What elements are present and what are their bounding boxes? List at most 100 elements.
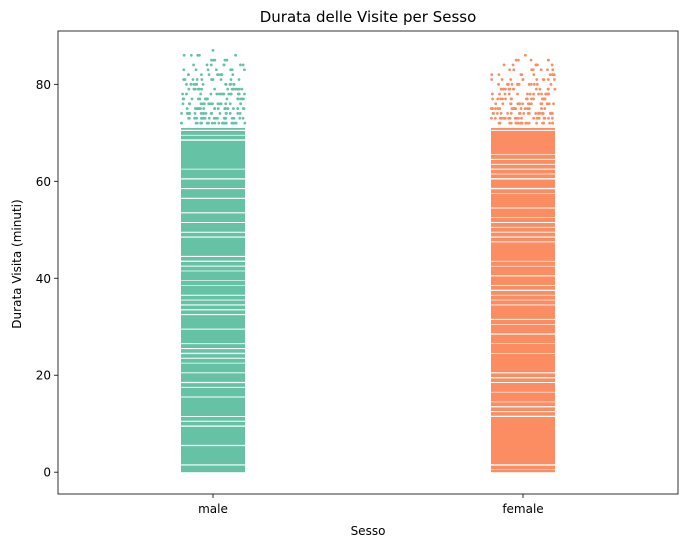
- y-tick-label: 60: [36, 175, 51, 189]
- data-point: [552, 78, 556, 81]
- data-point: [234, 87, 238, 91]
- data-point: [192, 63, 195, 67]
- data-point: [504, 87, 507, 91]
- data-point: [532, 116, 536, 120]
- data-point: [529, 58, 533, 62]
- data-point: [209, 92, 213, 96]
- data-point: [500, 78, 504, 81]
- data-point: [509, 78, 513, 81]
- data-point: [547, 102, 551, 106]
- data-point: [207, 121, 210, 125]
- data-point: [549, 82, 553, 86]
- data-point: [503, 92, 507, 96]
- data-point-max: [211, 48, 215, 52]
- y-axis-label: Durata Visita (minuti): [10, 199, 24, 328]
- data-point: [210, 121, 214, 125]
- data-point: [241, 116, 245, 120]
- data-point: [507, 87, 511, 91]
- data-point: [517, 121, 520, 125]
- data-point: [541, 97, 545, 101]
- data-point: [542, 116, 546, 120]
- data-point: [494, 102, 498, 106]
- data-point: [498, 121, 501, 125]
- y-axis: 0 20 40 60 80: [36, 78, 58, 480]
- data-point: [240, 97, 244, 101]
- data-point: [237, 87, 241, 91]
- data-point: [193, 116, 197, 120]
- data-point: [532, 92, 535, 96]
- data-point: [528, 102, 531, 106]
- data-point: [206, 68, 210, 72]
- data-point: [199, 102, 203, 106]
- data-point: [239, 63, 242, 67]
- data-point: [209, 112, 213, 115]
- data-point: [498, 107, 502, 110]
- data-point: [207, 116, 211, 120]
- data-point: [494, 107, 497, 110]
- data-point: [195, 82, 199, 86]
- data-point: [224, 112, 228, 115]
- y-tick-label: 20: [36, 369, 51, 383]
- data-point: [217, 73, 220, 77]
- data-point: [535, 78, 539, 81]
- data-point: [196, 53, 200, 57]
- data-point: [516, 82, 519, 86]
- data-point: [492, 112, 496, 115]
- series-female: [489, 53, 557, 473]
- data-point: [193, 112, 197, 115]
- data-point: [239, 102, 242, 106]
- data-point: [237, 92, 241, 96]
- data-point: [180, 112, 183, 115]
- data-point: [199, 92, 203, 96]
- data-point: [535, 121, 538, 125]
- data-point: [490, 73, 494, 77]
- chart-title: Durata delle Visite per Sesso: [260, 8, 477, 26]
- data-point: [496, 97, 500, 101]
- data-point: [205, 63, 209, 67]
- data-point: [548, 121, 552, 125]
- data-point: [202, 112, 206, 115]
- data-point: [236, 112, 240, 115]
- x-tick-label: male: [198, 502, 228, 516]
- data-point: [201, 82, 205, 86]
- data-point: [232, 82, 236, 86]
- data-point: [530, 68, 534, 72]
- data-point: [243, 121, 247, 125]
- data-point: [228, 82, 232, 86]
- data-point: [225, 97, 229, 101]
- data-point: [224, 102, 228, 106]
- data-point: [525, 97, 529, 101]
- data-point: [224, 82, 228, 86]
- data-point: [185, 82, 188, 86]
- data-point: [216, 107, 220, 110]
- data-point: [206, 97, 209, 101]
- data-point: [537, 92, 540, 96]
- data-point: [181, 97, 185, 101]
- plot-frame: [57, 30, 679, 495]
- data-point: [222, 63, 226, 67]
- data-point: [200, 73, 203, 77]
- data-point: [517, 102, 521, 106]
- data-point: [530, 102, 533, 106]
- data-point: [238, 112, 242, 115]
- data-point: [187, 73, 190, 77]
- data-point: [193, 87, 197, 91]
- data-point: [553, 87, 557, 91]
- data-point: [189, 82, 193, 86]
- data-point: [230, 87, 234, 91]
- y-tick-label: 40: [36, 272, 51, 286]
- data-point: [213, 107, 217, 110]
- data-point: [213, 121, 217, 125]
- data-point: [234, 53, 238, 57]
- data-point: [534, 87, 538, 91]
- data-point: [498, 92, 501, 96]
- data-point: [495, 112, 499, 115]
- data-point: [530, 97, 533, 101]
- data-point: [532, 82, 536, 86]
- data-point: [185, 92, 188, 96]
- data-point: [490, 78, 494, 81]
- data-point: [547, 58, 550, 62]
- data-point: [501, 102, 505, 106]
- data-point: [508, 116, 512, 120]
